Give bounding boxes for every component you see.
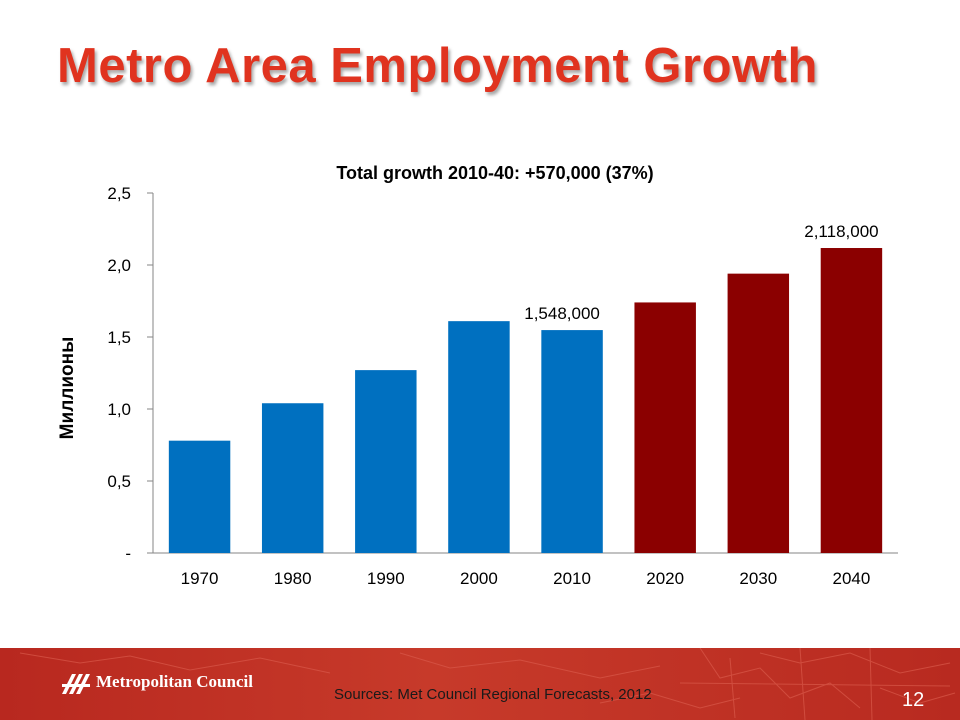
y-tick-label: - [125, 544, 131, 563]
footer-map-pattern [19, 648, 956, 720]
slide-title: Metro Area Employment Growth [57, 39, 818, 93]
council-logo-icon [62, 674, 90, 694]
bar-2010 [541, 330, 603, 553]
x-tick-label: 1990 [367, 569, 405, 588]
bar-chart: Total growth 2010-40: +570,000 (37%) Мил… [57, 163, 898, 588]
x-tick-label: 2020 [646, 569, 684, 588]
data-label: 1,548,000 [524, 304, 600, 323]
x-tick-label: 2030 [739, 569, 777, 588]
bar-2000 [448, 321, 510, 553]
bar-1970 [168, 440, 231, 553]
x-tick-label: 2010 [553, 569, 591, 588]
x-tick-label: 2040 [833, 569, 871, 588]
x-tick-label: 2000 [460, 569, 498, 588]
chart-title: Total growth 2010-40: +570,000 (37%) [336, 163, 653, 183]
bar-1980 [261, 403, 324, 553]
bar-2040 [820, 248, 883, 553]
y-tick-label: 2,5 [107, 184, 131, 203]
x-tick-label: 1980 [274, 569, 312, 588]
x-tick-labels: 1970 1980 1990 2000 2010 2020 2030 2040 [181, 569, 871, 588]
footer-band: Metropolitan Council Sources: Met Counci… [0, 648, 960, 720]
bar-2030 [727, 273, 790, 553]
data-labels: 1,548,000 2,118,000 [524, 222, 878, 323]
y-ticks: - 0,5 1,0 1,5 2,0 2,5 [107, 184, 153, 563]
bars [168, 248, 883, 553]
y-axis-label: Миллионы [57, 337, 78, 440]
y-tick-label: 1,0 [107, 400, 131, 419]
x-tick-label: 1970 [181, 569, 219, 588]
page-number: 12 [902, 689, 925, 711]
bar-2020 [634, 302, 696, 553]
y-tick-label: 0,5 [107, 472, 131, 491]
sources-note: Sources: Met Council Regional Forecasts,… [334, 686, 652, 703]
bar-1990 [355, 370, 417, 553]
logo-text: Metropolitan Council [96, 672, 253, 691]
metropolitan-council-logo: Metropolitan Council [62, 670, 253, 694]
data-label: 2,118,000 [804, 222, 878, 241]
y-tick-label: 1,5 [107, 328, 131, 347]
y-tick-label: 2,0 [107, 256, 131, 275]
